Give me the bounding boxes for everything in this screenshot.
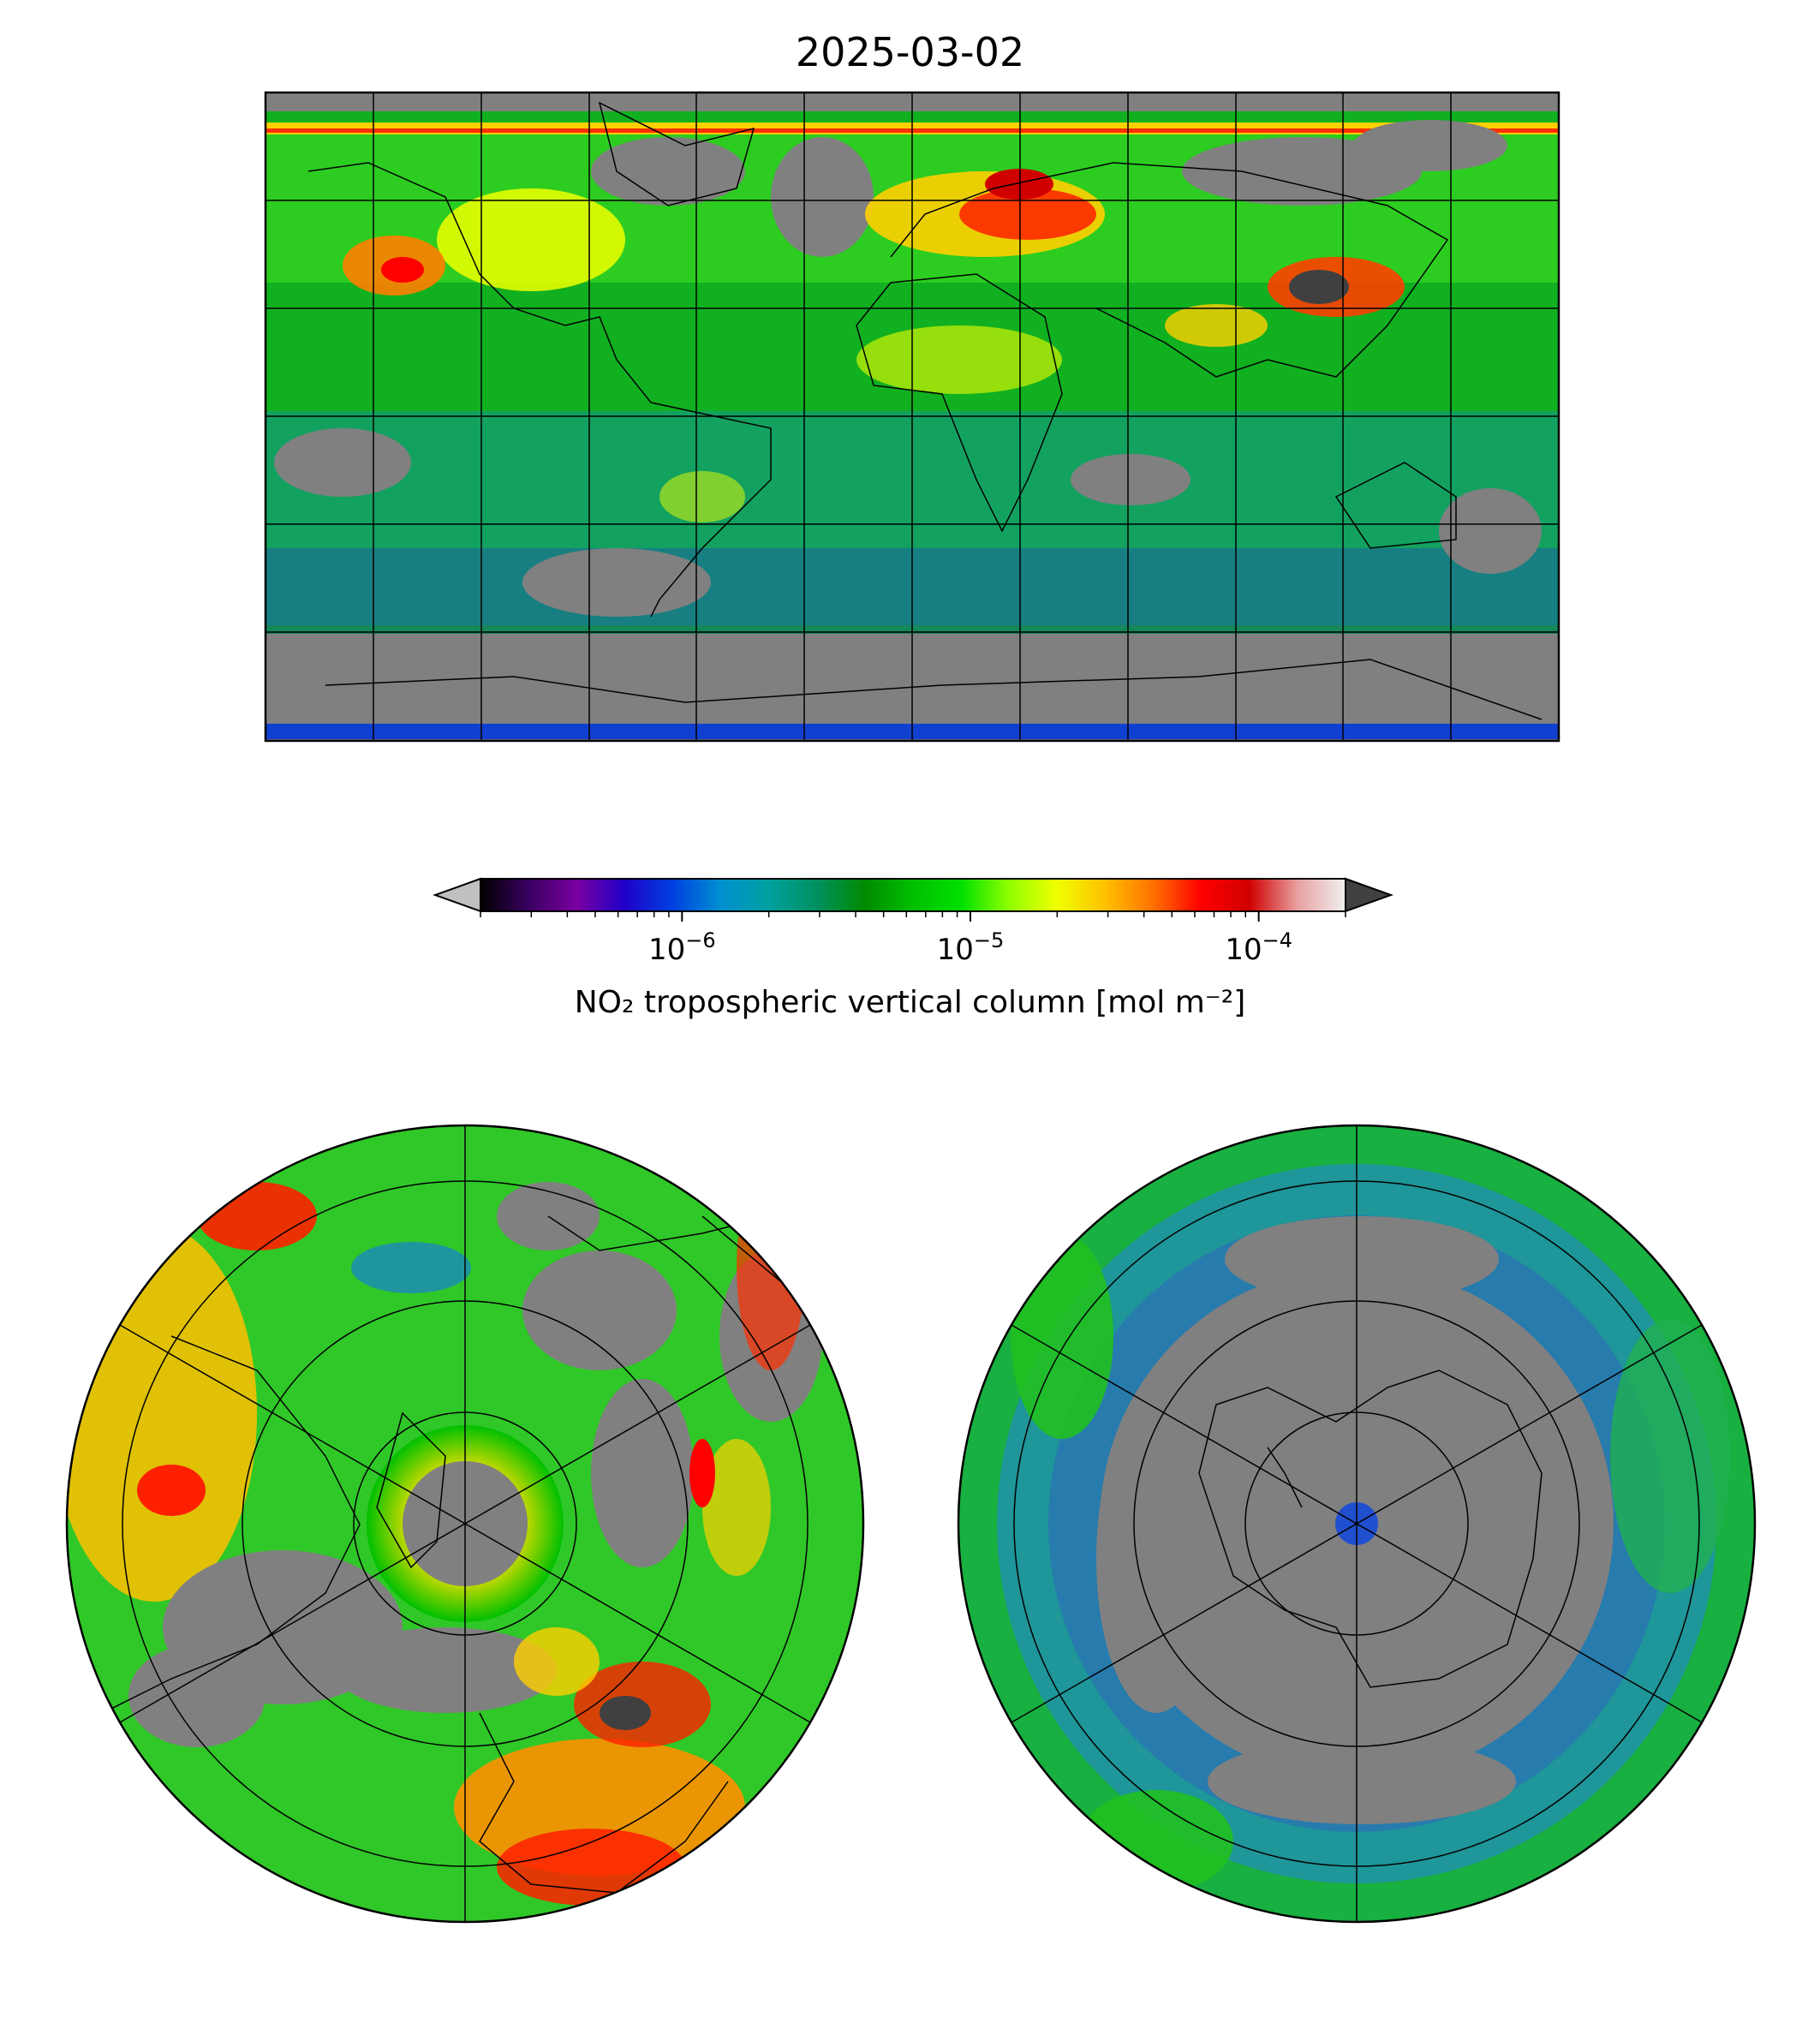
figure-title: 2025-03-02 [795, 29, 1025, 75]
north-polar-map [65, 1124, 865, 1924]
tick-label-base: 10 [937, 933, 974, 967]
greenland-no-data [591, 137, 745, 206]
north-america-elevated [437, 188, 625, 291]
south-map-frame [957, 1124, 1757, 1924]
colorbar-label: NO₂ tropospheric vertical column [mol m⁻… [574, 985, 1246, 1020]
tick-label-base: 10 [648, 933, 685, 967]
tick-label-exponent: −6 [685, 928, 715, 952]
colorbar-frame [480, 878, 1346, 912]
tick-label-exponent: −5 [974, 928, 1004, 952]
colorbar-tick-label: 10−6 [648, 928, 716, 967]
tick-label-base: 10 [1225, 933, 1262, 967]
south-graticule [1011, 1125, 1703, 1922]
colorbar-body [480, 879, 1346, 911]
colorbar-under-extension [433, 877, 481, 913]
colorbar-tick-label: 10−5 [937, 928, 1005, 967]
colorbar-tick-label: 10−4 [1225, 928, 1292, 967]
antarctica-coastline [1198, 1370, 1543, 1688]
north-graticule [119, 1125, 811, 1922]
global-map [264, 91, 1560, 743]
africa-elevated [856, 325, 1062, 394]
global-graticule [266, 92, 1559, 741]
tick-label-exponent: −4 [1262, 928, 1292, 952]
south-polar-map [957, 1124, 1757, 1924]
north-map-frame [65, 1124, 865, 1924]
global-map-frame [264, 91, 1560, 743]
colorbar-ticks: 10−6 10−5 10−4 [480, 911, 1346, 967]
global-coastlines [307, 101, 1543, 720]
colorbar-over-extension [1345, 877, 1393, 913]
colorbar: 10−6 10−5 10−4 [433, 877, 1393, 967]
